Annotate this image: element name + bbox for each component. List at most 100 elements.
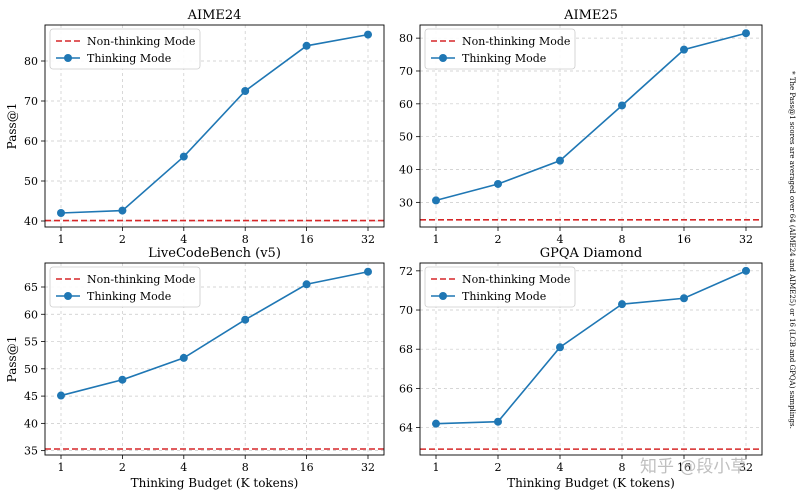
chart-title: AIME25 [563,8,618,23]
y-tick-label: 40 [399,164,413,177]
x-tick-label: 8 [619,233,626,246]
legend-marker [439,54,447,62]
data-point [494,417,502,426]
data-point [680,294,688,303]
data-point [241,87,250,95]
y-tick-label: 40 [24,215,38,228]
plot-frame [419,24,763,228]
x-tick-label: 16 [300,233,314,246]
x-tick-label: 1 [58,233,65,246]
y-tick-label: 60 [24,308,38,321]
legend-marker [64,54,72,62]
data-point [742,29,750,38]
chart-panel-2: 1 2 4 8 16 32 30 40 50 60 70 80 Non-thinking Mode Thi… [399,8,763,246]
data-point [118,206,127,215]
x-tick-label: 32 [739,461,753,474]
y-axis-label: Pass@1 [5,336,19,383]
y-tick-label: 72 [399,265,413,278]
y-tick-label: 60 [24,135,38,148]
legend-label: Non-thinking Mode [87,35,195,48]
legend-marker [439,292,447,300]
y-tick-label: 50 [399,131,413,144]
data-point [241,315,250,324]
data-point [494,179,502,188]
legend-box [49,266,201,308]
thinking-mode-line [60,33,369,214]
x-tick-label: 1 [58,461,65,474]
y-axis-label: Pass@1 [5,103,19,150]
x-axis-label: Thinking Budget (K tokens) [507,476,675,490]
y-tick-label: 55 [24,336,38,349]
legend-label: Thinking Mode [87,52,171,65]
legend-label: Non-thinking Mode [462,35,570,48]
legend-box [49,28,201,70]
legend-label: Thinking Mode [87,290,171,303]
y-tick-label: 30 [399,196,413,209]
legend-label: Non-thinking Mode [462,273,570,286]
data-point [179,152,188,161]
y-tick-label: 65 [24,281,38,294]
chart-title: AIME24 [187,8,242,23]
legend-box [424,28,576,70]
data-point [302,280,311,289]
x-axis-label: Thinking Budget (K tokens) [131,476,299,490]
y-tick-label: 45 [24,390,38,403]
data-point [179,353,188,362]
x-tick-label: 2 [495,461,502,474]
y-tick-label: 50 [24,175,38,188]
y-tick-label: 66 [399,382,413,395]
legend-box [424,266,576,308]
x-tick-label: 4 [557,233,564,246]
x-tick-label: 4 [180,461,187,474]
data-point [364,267,372,276]
chart-panel-1: 1 2 4 8 16 32 40 50 60 70 80 Non-thinking Mode Think… [5,8,385,246]
x-tick-label: 2 [119,461,126,474]
data-point [742,266,750,275]
data-point [432,419,440,428]
x-tick-label: 4 [180,233,187,246]
side-note: * The Pass@1 scores are averaged over 64… [788,71,796,429]
y-tick-label: 50 [24,363,38,376]
legend: Non-thinking Mode Thinking Mode [424,28,576,70]
thinking-mode-line [60,270,369,397]
chart-panel-3: 1 2 4 8 16 32 35 40 45 50 55 60 65 Non-thinking Mode T… [5,246,385,490]
y-tick-label: 80 [24,55,38,68]
plot-frame [44,24,385,228]
data-point [556,343,564,352]
x-tick-label: 2 [119,233,126,246]
x-tick-label: 32 [361,461,375,474]
x-tick-label: 8 [619,461,626,474]
legend: Non-thinking Mode Thinking Mode [424,266,576,308]
chart-panel-4: 1 2 4 8 16 32 64 66 68 70 72 Non-thinking Mode Think… [399,246,763,490]
plot-frame [44,262,385,456]
plot-frame [419,262,763,456]
legend-label: Thinking Mode [462,290,546,303]
data-point [364,30,372,39]
y-tick-label: 64 [399,422,413,435]
data-point [618,300,626,309]
y-tick-label: 70 [399,304,413,317]
thinking-mode-line [435,270,747,425]
x-tick-label: 2 [495,233,502,246]
data-point [57,209,65,217]
x-tick-label: 32 [361,233,375,246]
x-tick-label: 32 [739,233,753,246]
y-tick-label: 80 [399,32,413,45]
x-tick-label: 8 [242,461,249,474]
x-tick-label: 16 [677,461,691,474]
legend-marker [64,292,72,300]
chart-title: LiveCodeBench (v5) [148,246,281,261]
x-tick-label: 16 [300,461,314,474]
data-point [118,375,127,384]
data-point [302,41,311,50]
data-point [432,196,440,205]
x-tick-label: 16 [677,233,691,246]
y-tick-label: 60 [399,98,413,111]
chart-title: GPQA Diamond [540,246,643,261]
data-point [556,156,564,165]
data-point [680,45,688,54]
x-tick-label: 1 [433,233,440,246]
y-tick-label: 70 [24,95,38,108]
x-tick-label: 4 [557,461,564,474]
